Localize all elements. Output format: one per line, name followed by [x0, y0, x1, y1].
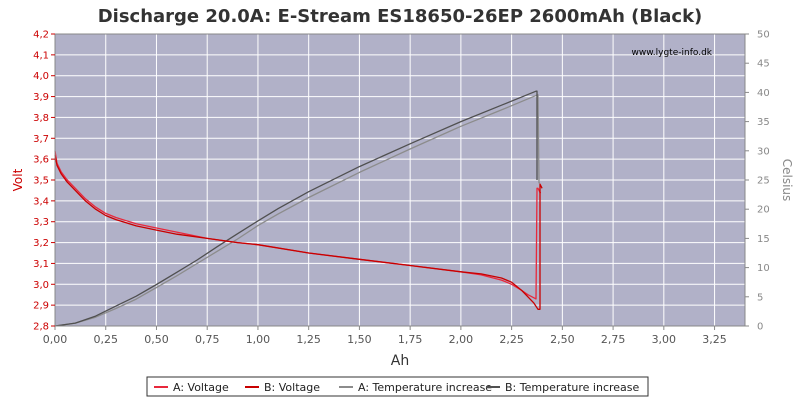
y-right-tick-label: 35	[757, 117, 770, 128]
y-right-tick-label: 0	[757, 322, 763, 333]
x-tick-label: 0,75	[195, 333, 220, 346]
y-left-tick-label: 3,4	[33, 196, 49, 207]
x-tick-label: 0,25	[93, 333, 118, 346]
y-left-tick-label: 4,1	[33, 50, 49, 61]
x-tick-label: 2,50	[550, 333, 575, 346]
x-tick-label: 2,00	[449, 333, 474, 346]
x-tick-label: 2,25	[499, 333, 524, 346]
legend-label-a-temperature-increase: A: Temperature increase	[358, 381, 492, 394]
legend-label-b-voltage: B: Voltage	[264, 381, 320, 394]
y-left-tick-label: 4,2	[33, 30, 49, 41]
watermark-text: www.lygte-info.dk	[632, 48, 713, 58]
x-axis-label: Ah	[391, 353, 409, 369]
y-right-tick-label: 30	[757, 146, 770, 157]
y-left-tick-label: 3,0	[33, 280, 49, 291]
legend-label-b-temperature-increase: B: Temperature increase	[505, 381, 640, 394]
x-tick-label: 0,50	[144, 333, 169, 346]
chart-title: Discharge 20.0A: E-Stream ES18650-26EP 2…	[98, 6, 703, 27]
series-line-b-voltage	[54, 154, 543, 310]
x-tick-label: 1,50	[347, 333, 372, 346]
y-left-tick-label: 3,6	[33, 155, 49, 166]
legend: A: Voltage B: Voltage A: Temperature incre…	[146, 376, 649, 397]
y-right-tick-label: 45	[757, 59, 770, 70]
y-right-tick-label: 5	[757, 292, 763, 303]
y-left-tick-label: 3,5	[33, 176, 49, 187]
y-right-tick-label: 10	[757, 263, 770, 274]
x-tick-label: 1,00	[246, 333, 271, 346]
y-left-tick-label: 2,9	[33, 301, 49, 312]
series-line-a-temperature-increase	[54, 94, 540, 327]
x-tick-label: 0,00	[43, 333, 68, 346]
series-layer	[54, 90, 543, 327]
y-left-tick-label: 3,9	[33, 92, 49, 103]
y-right-tick-label: 40	[757, 88, 770, 99]
y-right-axis-ticks: 0 5 10 15 20 25 30 35 40 45 50	[745, 30, 770, 333]
x-tick-label: 3,00	[652, 333, 677, 346]
y-right-tick-label: 50	[757, 30, 770, 41]
y-left-tick-label: 3,7	[33, 134, 49, 145]
series-line-b-temperature-increase	[54, 90, 538, 327]
y-right-axis-label: Celsius	[780, 159, 794, 202]
y-left-tick-label: 2,8	[33, 322, 49, 333]
legend-box	[146, 376, 649, 397]
x-tick-label: 1,25	[296, 333, 321, 346]
y-left-axis-ticks: 2,8 2,9 3,0 3,1 3,2 3,3 3,4 3,5 3,6 3,7 3,8 3,9 4,0 4…	[33, 30, 55, 333]
y-left-tick-label: 3,1	[33, 259, 49, 270]
legend-label-a-voltage: A: Voltage	[173, 381, 229, 394]
x-tick-label: 2,75	[601, 333, 626, 346]
y-left-tick-label: 3,8	[33, 113, 49, 124]
y-right-tick-label: 25	[757, 176, 770, 187]
x-tick-label: 3,25	[702, 333, 727, 346]
y-left-tick-label: 4,0	[33, 71, 49, 82]
x-tick-label: 1,75	[398, 333, 423, 346]
y-left-tick-label: 3,2	[33, 238, 49, 249]
y-left-tick-label: 3,3	[33, 217, 49, 228]
y-left-axis-label: Volt	[11, 168, 25, 191]
x-axis-ticks: 0,00 0,25 0,50 0,75 1,00 1,25 1,50 1,75 2,00 2,25…	[43, 326, 727, 346]
y-right-tick-label: 20	[757, 205, 770, 216]
y-right-tick-label: 15	[757, 234, 770, 245]
